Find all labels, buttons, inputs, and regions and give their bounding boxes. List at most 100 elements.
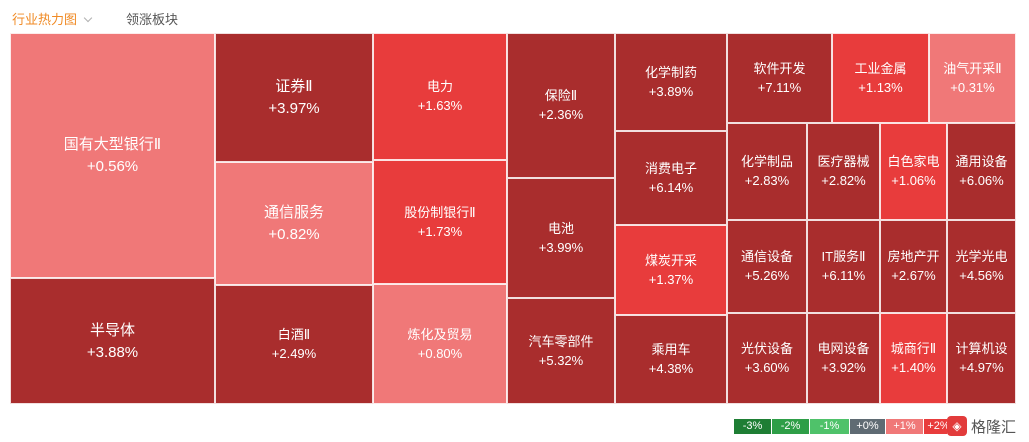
tab-industry-heatmap[interactable]: 行业热力图 [12,9,93,28]
cell-change: +1.73% [417,223,463,239]
cell-change: +2.36% [538,107,584,122]
cell-name: 半导体 [89,321,135,339]
heatmap-cell-liquor[interactable]: 白酒Ⅱ +2.49% [215,285,373,404]
heatmap-cell-oil-gas[interactable]: 油气开采Ⅱ +0.31% [929,33,1016,123]
cell-change: +0.31% [950,79,995,95]
heatmap-cell-semiconductor[interactable]: 半导体 +3.88% [10,278,215,404]
heatmap-cell-securities[interactable]: 证券Ⅱ +3.97% [215,33,373,162]
cell-name: 通信服务 [263,204,324,221]
cell-change: +0.56% [86,158,139,175]
chevron-down-icon[interactable] [83,13,93,23]
cell-change: +3.97% [268,100,320,117]
cell-change: +4.97% [959,360,1004,375]
cell-name: IT服务Ⅱ [821,249,866,264]
cell-name: 工业金属 [854,60,907,76]
cell-change: +0.82% [268,226,320,243]
cell-name: 白酒Ⅱ [277,327,311,342]
heatmap-cell-joint-stock-bank[interactable]: 股份制银行Ⅱ +1.73% [373,160,507,284]
cell-name: 国有大型银行Ⅱ [63,136,162,153]
cell-name: 通信设备 [740,249,793,264]
legend-item: -3% [734,419,772,434]
cell-change: +6.14% [648,179,694,195]
heatmap-cell-coal-mining[interactable]: 煤炭开采 +1.37% [615,225,727,315]
logo-icon: ◈ [947,416,967,436]
cell-change: +2.49% [271,346,317,361]
heatmap-cell-passenger-car[interactable]: 乘用车 +4.38% [615,315,727,404]
cell-change: +3.60% [744,360,790,375]
heatmap-cell-pv-equipment[interactable]: 光伏设备 +3.60% [727,313,807,404]
cell-name: 城商行Ⅱ [890,341,937,356]
heatmap-cell-computer-equipment[interactable]: 计算机设 +4.97% [947,313,1016,404]
cell-name: 化学制品 [740,154,793,169]
heatmap-cell-consumer-electronics[interactable]: 消费电子 +6.14% [615,131,727,225]
heatmap-cell-medical-devices[interactable]: 医疗器械 +2.82% [807,123,880,220]
heatmap-cell-software-dev[interactable]: 软件开发 +7.11% [727,33,832,123]
cell-change: +4.38% [648,361,694,376]
heatmap-cell-auto-parts[interactable]: 汽车零部件 +5.32% [507,298,615,404]
cell-change: +7.11% [757,79,802,95]
tab-industry-heatmap-label: 行业热力图 [12,12,78,27]
heatmap-cell-battery[interactable]: 电池 +3.99% [507,178,615,298]
cell-change: +3.88% [86,343,139,361]
heatmap-cell-city-commercial-bank[interactable]: 城商行Ⅱ +1.40% [880,313,947,404]
heatmap-cell-guoyou-bank[interactable]: 国有大型银行Ⅱ +0.56% [10,33,215,278]
heatmap-cell-insurance[interactable]: 保险Ⅱ +2.36% [507,33,615,178]
cell-name: 光学光电 [955,249,1008,264]
cell-name: 消费电子 [644,160,697,176]
cell-name: 通用设备 [955,154,1008,169]
cell-change: +1.63% [417,98,463,113]
cell-change: +2.83% [744,173,790,188]
cell-change: +5.26% [744,268,790,283]
cell-change: +3.92% [821,360,866,375]
heatmap-cell-real-estate[interactable]: 房地产开 +2.67% [880,220,947,313]
cell-change: +2.67% [891,268,936,283]
legend-item: -1% [810,419,850,434]
heatmap-cell-it-services[interactable]: IT服务Ⅱ +6.11% [807,220,880,313]
cell-change: +2.82% [821,173,866,188]
watermark-text: 格隆汇 [971,418,1017,436]
cell-name: 电网设备 [817,341,870,356]
heatmap-cell-chemical-pharma[interactable]: 化学制药 +3.89% [615,33,727,131]
heatmap-cell-home-appliances[interactable]: 白色家电 +1.06% [880,123,947,220]
cell-change: +4.56% [959,268,1004,283]
cell-change: +1.06% [891,173,936,188]
cell-name: 证券Ⅱ [275,78,313,95]
cell-name: 保险Ⅱ [544,88,578,103]
tab-bar: 行业热力图 领涨板块 [0,0,1029,33]
cell-change: +0.80% [417,345,463,361]
cell-change: +1.13% [858,79,903,95]
cell-change: +6.06% [959,173,1004,188]
heatmap-cell-industrial-metals[interactable]: 工业金属 +1.13% [832,33,929,123]
heatmap-cell-telecom-services[interactable]: 通信服务 +0.82% [215,162,373,285]
heatmap-cell-power[interactable]: 电力 +1.63% [373,33,507,160]
cell-name: 电力 [426,79,453,94]
color-legend: -3% -2% -1% +0% +1% +2% [734,419,954,434]
cell-name: 股份制银行Ⅱ [404,204,476,220]
tab-leading-sectors[interactable]: 领涨板块 [126,9,178,28]
cell-name: 油气开采Ⅱ [943,60,1002,76]
cell-name: 计算机设 [955,341,1008,356]
legend-item: +1% [886,419,924,434]
heatmap-cell-telecom-equipment[interactable]: 通信设备 +5.26% [727,220,807,313]
heatmap-cell-grid-equipment[interactable]: 电网设备 +3.92% [807,313,880,404]
cell-change: +3.89% [648,83,694,99]
cell-name: 软件开发 [753,60,806,76]
heatmap-cell-general-equipment[interactable]: 通用设备 +6.06% [947,123,1016,220]
watermark: ◈ 格隆汇 [947,413,1029,439]
industry-heatmap: 国有大型银行Ⅱ +0.56% 半导体 +3.88% 证券Ⅱ +3.97% 通信服… [10,33,1016,404]
cell-name: 光伏设备 [740,341,793,356]
tab-leading-sectors-label: 领涨板块 [126,12,179,27]
cell-name: 炼化及贸易 [407,326,473,342]
cell-name: 煤炭开采 [644,252,697,268]
heatmap-cell-refining-trading[interactable]: 炼化及贸易 +0.80% [373,284,507,404]
legend-item: +0% [850,419,886,434]
heatmap-cell-optoelectronics[interactable]: 光学光电 +4.56% [947,220,1016,313]
cell-change: +1.37% [648,271,694,287]
cell-name: 乘用车 [651,342,691,357]
cell-change: +3.99% [538,239,584,255]
cell-name: 白色家电 [887,154,940,169]
cell-name: 化学制药 [644,64,697,80]
heatmap-cell-chemical-products[interactable]: 化学制品 +2.83% [727,123,807,220]
cell-change: +5.32% [538,352,584,368]
cell-name: 汽车零部件 [528,333,594,349]
